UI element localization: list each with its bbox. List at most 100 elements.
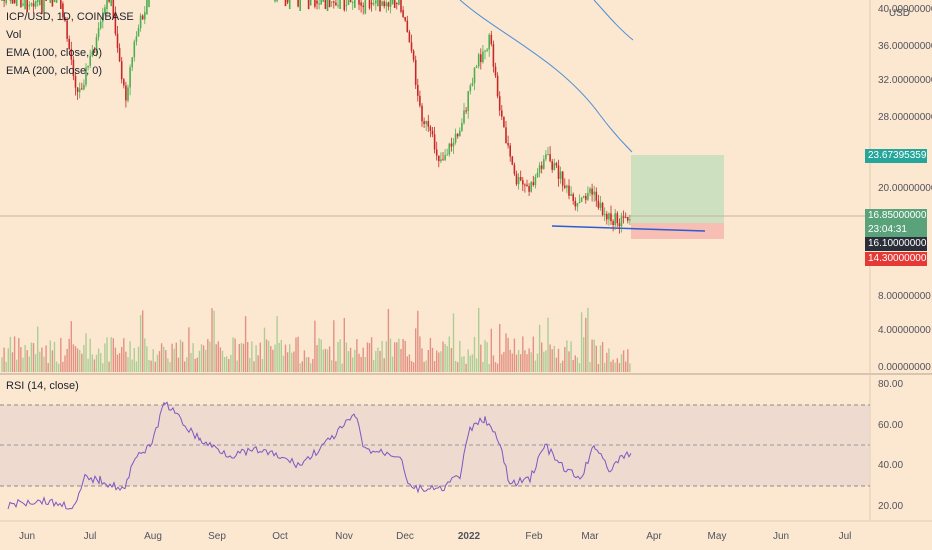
volume-bar — [362, 347, 364, 372]
volume-bar — [28, 356, 30, 372]
support-trendline[interactable] — [551, 225, 706, 232]
volume-bar — [152, 349, 154, 372]
candle-body — [20, 0, 22, 8]
volume-bar — [261, 358, 264, 372]
take-profit-zone[interactable] — [631, 155, 724, 223]
chart-legend: ICP/USD, 1D, COINBASE Vol EMA (100, clos… — [6, 8, 134, 80]
candle-body — [620, 216, 623, 227]
volume-bar — [503, 351, 505, 372]
candle-body — [519, 177, 522, 181]
candle-body — [146, 0, 148, 15]
volume-bar — [184, 361, 186, 372]
volume-bar — [421, 348, 423, 372]
volume-bar — [480, 344, 482, 372]
volume-bar — [347, 351, 350, 372]
candle-body — [391, 0, 394, 5]
volume-bar — [543, 351, 545, 372]
candle-body — [68, 38, 70, 49]
candle-body — [15, 0, 18, 7]
symbol-title[interactable]: ICP/USD, 1D, COINBASE — [6, 11, 134, 23]
time-tick: Feb — [525, 531, 543, 542]
volume-bar — [167, 358, 169, 372]
candle-body — [70, 48, 73, 60]
volume-bar — [564, 346, 566, 372]
volume-bar — [16, 359, 18, 372]
candle-body — [3, 0, 5, 1]
volume-bar — [446, 346, 448, 372]
candle-body — [490, 34, 493, 45]
volume-bar — [24, 344, 26, 372]
volume-bar — [513, 338, 516, 372]
volume-bar — [379, 350, 381, 372]
volume-bar — [268, 340, 270, 372]
candle-body — [362, 5, 364, 7]
volume-bar — [139, 315, 142, 372]
candle-body — [36, 0, 39, 3]
volume-bar — [74, 346, 77, 372]
candle-body — [43, 0, 45, 13]
candle-body — [85, 67, 87, 85]
candle-body — [524, 184, 526, 186]
candle-body — [335, 2, 337, 6]
volume-bar — [255, 345, 257, 372]
volume-bar — [328, 346, 331, 372]
volume-bar — [72, 344, 75, 372]
volume-bar — [463, 356, 465, 372]
volume-bar — [318, 338, 320, 372]
candle-body — [330, 1, 333, 3]
candle-body — [494, 66, 497, 76]
candle-body — [505, 127, 507, 144]
stop-loss-zone[interactable] — [631, 223, 724, 239]
candle-body — [622, 216, 625, 218]
volume-bar — [568, 351, 570, 372]
rsi-tick: 40.00 — [878, 460, 903, 471]
volume-bar — [620, 354, 623, 372]
volume-bar — [158, 351, 161, 372]
candle-body — [345, 4, 348, 6]
volume-bar — [501, 354, 503, 372]
price-candles — [1, 0, 631, 234]
candle-body — [616, 213, 619, 224]
candle-body — [314, 0, 316, 7]
volume-bar — [97, 348, 100, 372]
candle-body — [24, 0, 26, 10]
volume-bar — [549, 344, 551, 372]
rsi-title[interactable]: RSI (14, close) — [6, 380, 79, 392]
candle-body — [83, 84, 85, 90]
volume-bar — [457, 362, 459, 372]
candle-body — [385, 2, 388, 7]
time-tick: Jul — [84, 531, 97, 542]
volume-bar — [276, 316, 278, 372]
volume-bar — [137, 346, 140, 372]
indicator-ema-200[interactable]: EMA (200, close, 0) — [6, 65, 102, 77]
candle-body — [26, 0, 28, 13]
volume-bar — [282, 355, 285, 372]
volume-bar — [610, 361, 612, 372]
candle-body — [74, 76, 77, 88]
volume-bar — [341, 363, 343, 372]
volume-bar — [125, 351, 127, 372]
candle-body — [473, 67, 476, 84]
volume-bar — [62, 361, 64, 372]
volume-bar — [389, 338, 392, 372]
volume-bar — [507, 337, 509, 372]
volume-bar — [265, 339, 268, 372]
candle-body — [318, 3, 320, 5]
indicator-ema-100[interactable]: EMA (100, close, 0) — [6, 47, 102, 59]
candle-body — [55, 0, 58, 3]
indicator-volume[interactable]: Vol — [6, 29, 22, 41]
volume-bar — [100, 353, 102, 372]
candle-body — [534, 176, 537, 186]
volume-bar — [270, 346, 272, 372]
volume-bar — [45, 345, 47, 372]
candle-body — [433, 134, 436, 150]
candle-body — [127, 87, 129, 101]
volume-bar — [234, 338, 236, 372]
volume-bar — [601, 341, 604, 372]
candle-body — [482, 51, 484, 63]
volume-bar — [570, 341, 572, 372]
volume-bar — [156, 354, 159, 372]
candle-body — [580, 197, 583, 202]
candle-body — [435, 149, 438, 156]
